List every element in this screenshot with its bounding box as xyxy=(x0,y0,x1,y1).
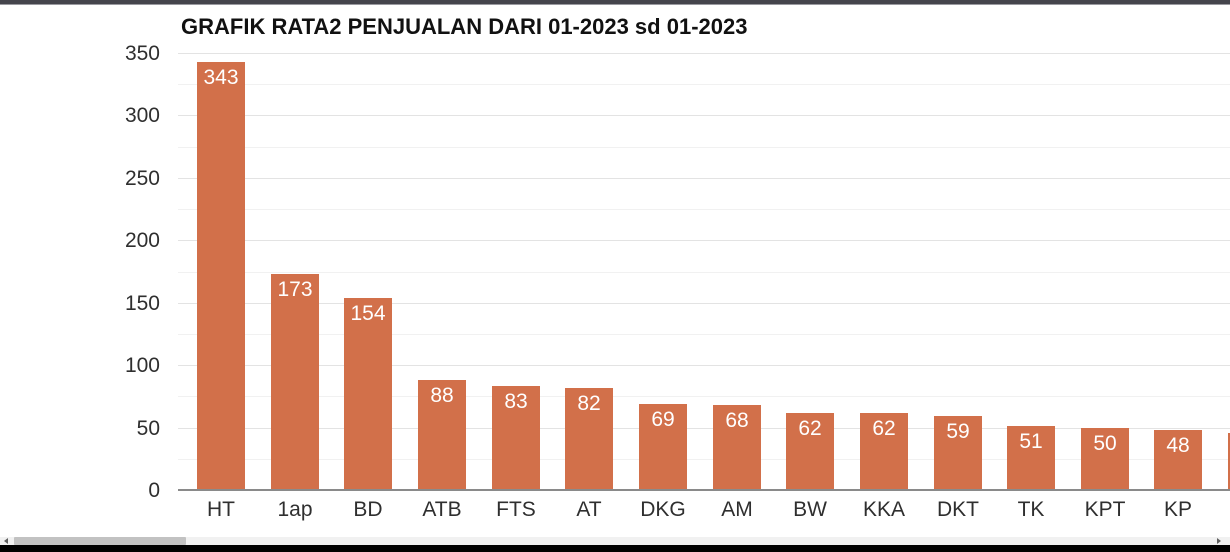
window-top-border xyxy=(0,0,1230,5)
bar-value-label: 59 xyxy=(946,420,970,443)
bar-value-label: 62 xyxy=(798,417,822,440)
bar-value-label: 173 xyxy=(277,278,313,301)
bar[interactable] xyxy=(344,298,392,490)
x-axis-label: AM xyxy=(721,498,753,521)
gridline-major xyxy=(178,240,1230,241)
x-axis-label: 1ap xyxy=(277,498,313,521)
bar-value-label: 69 xyxy=(651,408,675,431)
x-axis-label: AT xyxy=(576,498,602,521)
bar-value-label: 51 xyxy=(1019,430,1043,453)
gridline-minor xyxy=(178,272,1230,273)
bar[interactable] xyxy=(713,405,761,490)
y-axis-tick-label: 150 xyxy=(124,292,160,315)
gridline-minor xyxy=(178,209,1230,210)
x-axis-label: ATB xyxy=(422,498,462,521)
bar-value-label: 48 xyxy=(1166,434,1190,457)
y-axis-tick-label: 100 xyxy=(124,354,160,377)
bar-value-label: 83 xyxy=(504,390,528,413)
y-axis-tick-label: 300 xyxy=(124,104,160,127)
bar[interactable] xyxy=(860,413,908,490)
bar[interactable] xyxy=(1081,428,1129,490)
bar[interactable] xyxy=(1007,426,1055,490)
bar[interactable] xyxy=(197,62,245,490)
x-axis-label: HT xyxy=(207,498,235,521)
gridline-minor xyxy=(178,334,1230,335)
gridline-major xyxy=(178,53,1230,54)
gridline-minor xyxy=(178,396,1230,397)
horizontal-scrollbar[interactable] xyxy=(0,537,1230,545)
scrollbar-left-arrow-icon[interactable] xyxy=(4,538,8,544)
y-axis-tick-label: 0 xyxy=(148,479,160,502)
gridline-major xyxy=(178,428,1230,429)
x-axis-label: FTS xyxy=(496,498,536,521)
y-axis-tick-label: 350 xyxy=(124,42,160,65)
chart-title: GRAFIK RATA2 PENJUALAN DARI 01-2023 sd 0… xyxy=(181,14,748,39)
x-axis-label: KKA xyxy=(862,498,906,521)
y-axis-tick-label: 250 xyxy=(124,167,160,190)
bar[interactable] xyxy=(565,388,613,490)
bar[interactable] xyxy=(418,380,466,490)
x-axis-label: BW xyxy=(793,498,827,521)
bar-value-label: 62 xyxy=(872,417,896,440)
x-axis-label: KP xyxy=(1163,498,1192,521)
bar[interactable] xyxy=(271,274,319,490)
bar-value-label: 154 xyxy=(350,302,386,325)
gridline-minor xyxy=(178,147,1230,148)
y-axis-tick-label: 200 xyxy=(124,229,160,252)
gridline-major xyxy=(178,115,1230,116)
x-axis-label: DKT xyxy=(937,498,979,521)
bar[interactable] xyxy=(492,386,540,490)
gridline-major xyxy=(178,365,1230,366)
bar[interactable] xyxy=(1154,430,1202,490)
x-axis-label: BD xyxy=(353,498,383,521)
bar-value-label: 68 xyxy=(725,409,749,432)
gridline-minor xyxy=(178,84,1230,85)
bar-value-label: 82 xyxy=(577,392,601,415)
bar-value-label: 343 xyxy=(203,66,239,89)
x-axis-label: TK xyxy=(1017,498,1045,521)
scrollbar-thumb[interactable] xyxy=(14,537,186,545)
bar[interactable] xyxy=(639,404,687,490)
scrollbar-right-arrow-icon[interactable] xyxy=(1217,538,1221,544)
y-axis-tick-label: 50 xyxy=(136,417,160,440)
x-axis-label: KPT xyxy=(1084,498,1126,521)
x-axis-line xyxy=(178,489,1230,491)
bar[interactable] xyxy=(786,413,834,490)
x-axis-label: DKG xyxy=(640,498,686,521)
bar[interactable] xyxy=(934,416,982,490)
gridline-major xyxy=(178,178,1230,179)
bar-value-label: 88 xyxy=(430,384,454,407)
gridline-major xyxy=(178,303,1230,304)
gridline-minor xyxy=(178,459,1230,460)
bar-value-label: 50 xyxy=(1093,432,1117,455)
window-bottom-border xyxy=(0,545,1230,552)
bar-partial[interactable] xyxy=(1228,433,1230,490)
